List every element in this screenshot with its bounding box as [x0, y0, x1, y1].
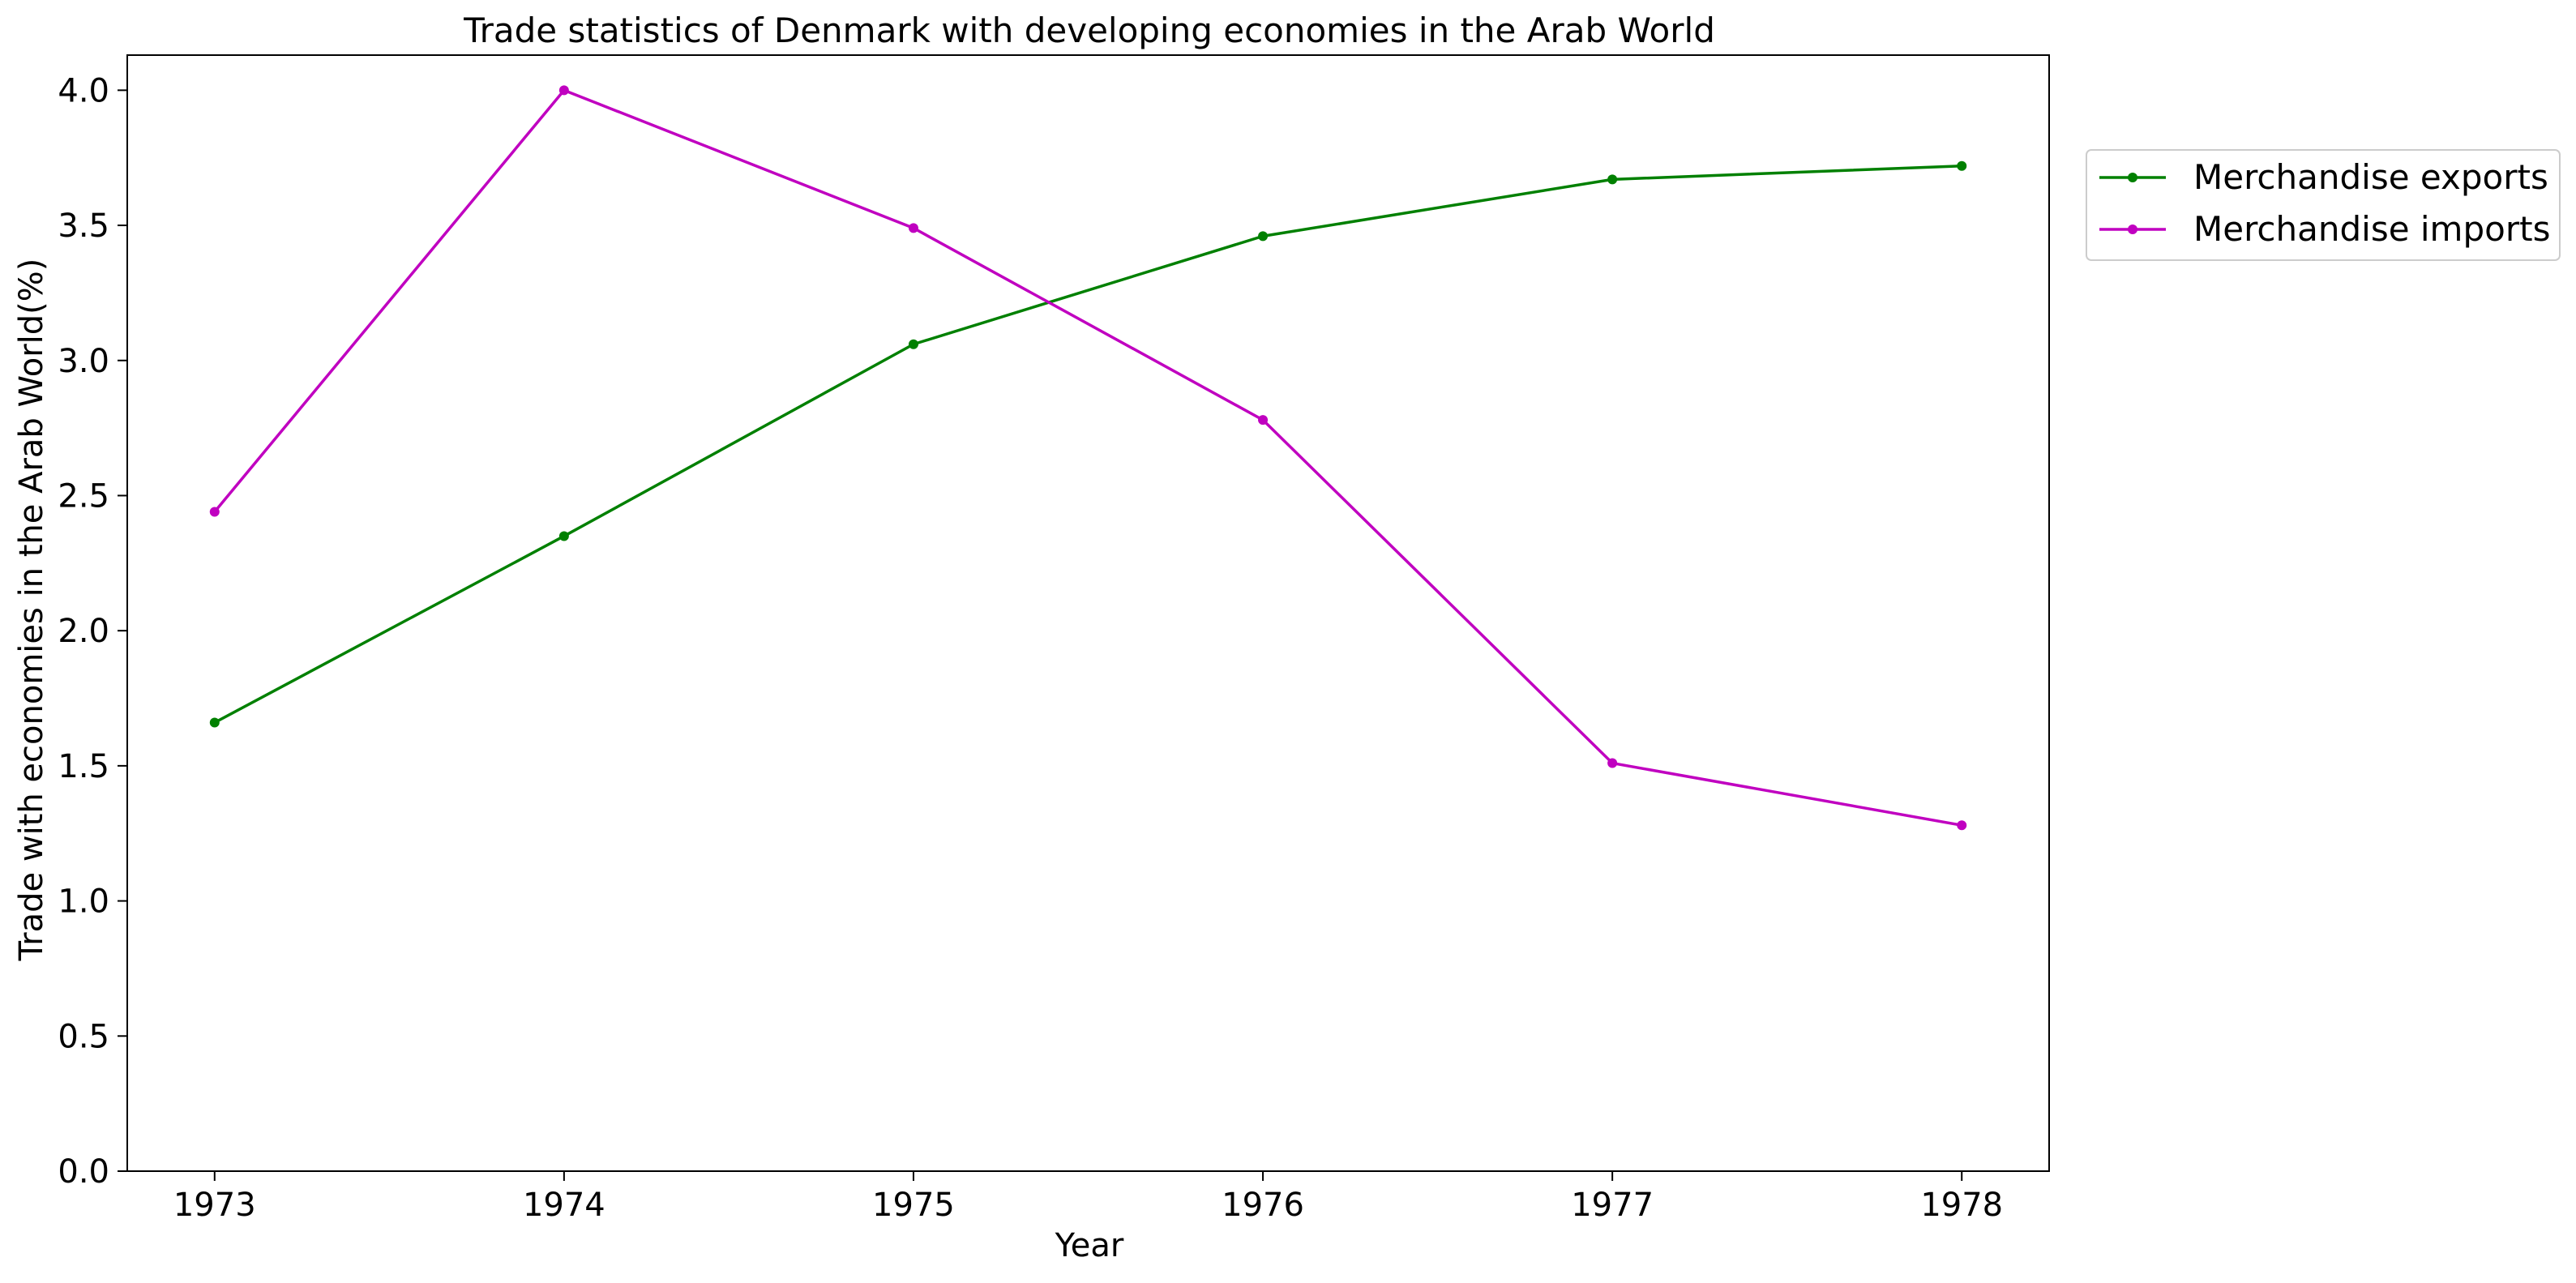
x-axis-label: Year — [1055, 1227, 1124, 1264]
legend: Merchandise exports Merchandise imports — [2086, 149, 2561, 261]
y-tick-label: 1.0 — [58, 883, 109, 921]
x-axis: 1973 1974 1975 1976 1977 1978 — [173, 1171, 2003, 1224]
plot-frame — [126, 54, 2050, 1172]
legend-label-exports: Merchandise exports — [2193, 157, 2548, 197]
y-tick-label: 2.5 — [58, 477, 109, 515]
y-tick-label: 0.0 — [58, 1153, 109, 1191]
legend-item-imports: Merchandise imports — [2099, 209, 2550, 249]
y-tick-label: 4.0 — [58, 72, 109, 109]
y-tick-label: 1.5 — [58, 748, 109, 785]
data-point-merchandise-imports — [908, 223, 918, 233]
data-point-merchandise-imports — [209, 507, 220, 517]
series-line-merchandise-exports — [213, 164, 1963, 725]
series-merchandise-imports — [209, 85, 1967, 831]
y-axis: 0.0 0.5 1.0 1.5 2.0 2.5 3.0 3.5 4.0 — [58, 72, 127, 1191]
data-point-merchandise-exports — [908, 339, 918, 349]
chart-title: Trade statistics of Denmark with develop… — [463, 11, 1715, 50]
data-point-merchandise-imports — [1258, 415, 1269, 426]
data-point-merchandise-imports — [1607, 758, 1618, 768]
data-point-merchandise-exports — [1258, 231, 1269, 242]
data-point-merchandise-imports — [558, 85, 569, 96]
y-tick-label: 3.0 — [58, 343, 109, 380]
legend-label-imports: Merchandise imports — [2193, 209, 2550, 249]
y-tick-label: 0.5 — [58, 1018, 109, 1055]
y-tick-label: 2.0 — [58, 613, 109, 650]
y-axis-label: Trade with economies in the Arab World(%… — [13, 259, 50, 962]
legend-box — [2086, 149, 2561, 261]
legend-swatch-marker — [2128, 173, 2137, 182]
x-tick-label: 1976 — [1222, 1187, 1304, 1224]
plot-area — [126, 54, 2050, 1172]
x-tick-label: 1975 — [872, 1187, 955, 1224]
data-point-merchandise-exports — [558, 531, 569, 541]
data-point-merchandise-exports — [209, 717, 220, 728]
legend-swatch-marker — [2128, 225, 2137, 234]
x-tick-label: 1973 — [173, 1187, 256, 1224]
y-tick-label: 3.5 — [58, 207, 109, 245]
data-point-merchandise-exports — [1957, 160, 1967, 171]
x-tick-label: 1977 — [1571, 1187, 1654, 1224]
series-layer — [209, 85, 1967, 831]
x-tick-label: 1978 — [1920, 1187, 2003, 1224]
series-line-merchandise-imports — [213, 88, 1963, 827]
series-merchandise-exports — [209, 160, 1967, 728]
x-tick-label: 1974 — [523, 1187, 605, 1224]
legend-item-exports: Merchandise exports — [2099, 157, 2548, 197]
data-point-merchandise-exports — [1607, 174, 1618, 185]
data-point-merchandise-imports — [1957, 820, 1967, 831]
